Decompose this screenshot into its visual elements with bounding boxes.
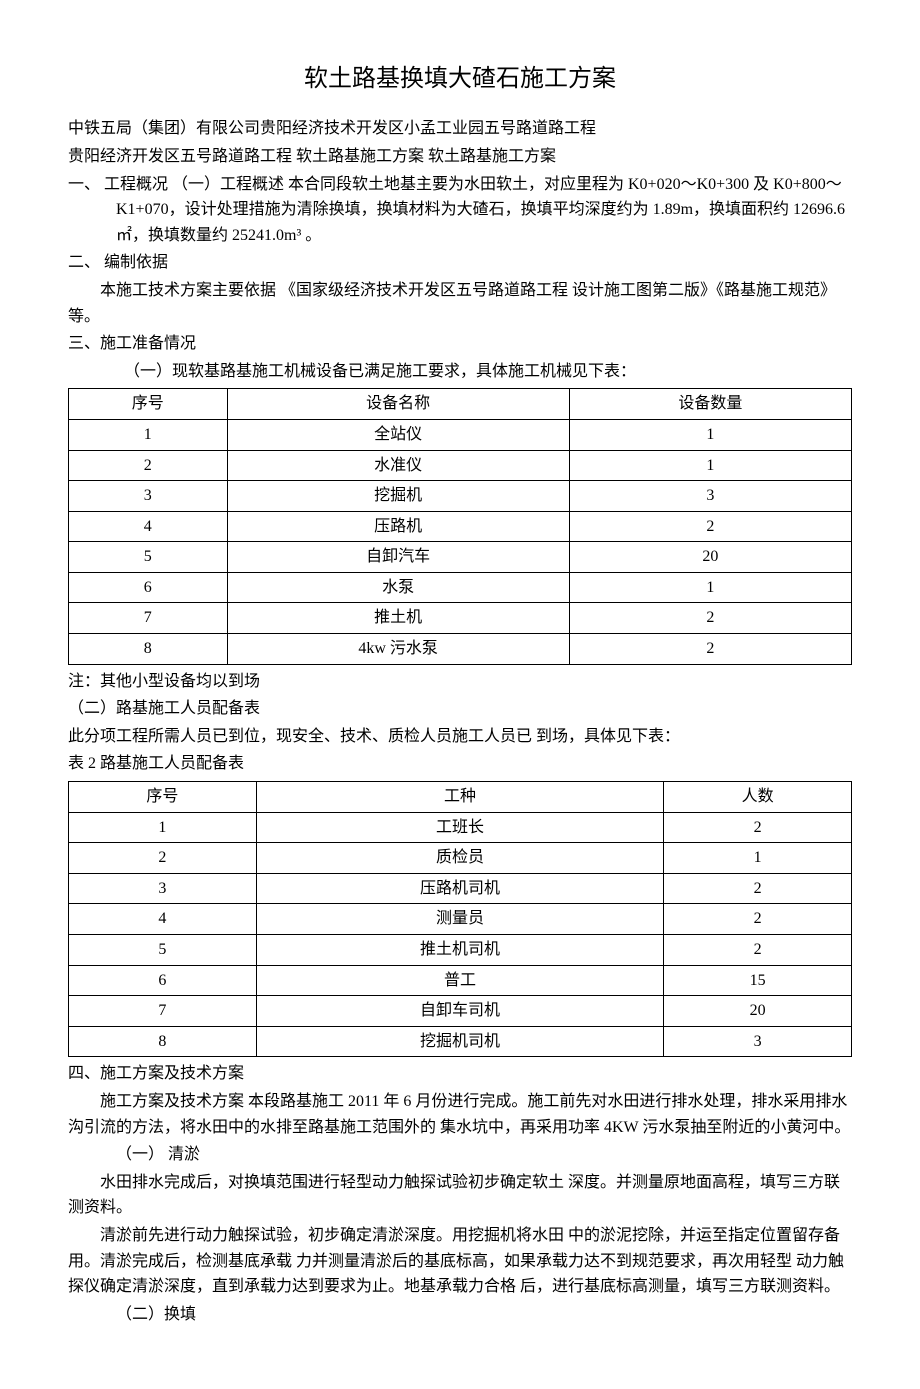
table-cell: 4 (69, 511, 228, 542)
table1-note: 注：其他小型设备均以到场 (68, 669, 852, 695)
document-title: 软土路基换填大碴石施工方案 (68, 60, 852, 98)
table-cell: 全站仪 (227, 419, 569, 450)
table-cell: 8 (69, 634, 228, 665)
section-3-sub2-body: 此分项工程所需人员已到位，现安全、技术、质检人员施工人员已 到场，具体见下表： (68, 724, 852, 750)
table-row: 4压路机2 (69, 511, 852, 542)
table-row: 5自卸汽车20 (69, 542, 852, 573)
table-cell: 测量员 (256, 904, 663, 935)
table-cell: 1 (69, 419, 228, 450)
table-cell: 水泵 (227, 572, 569, 603)
table-cell: 7 (69, 603, 228, 634)
table-cell: 2 (664, 904, 852, 935)
table-cell: 质检员 (256, 843, 663, 874)
table-cell: 5 (69, 542, 228, 573)
table-cell: 7 (69, 996, 257, 1027)
table-row: 8挖掘机司机3 (69, 1026, 852, 1057)
section-3-sub1: （一）现软基路基施工机械设备已满足施工要求，具体施工机械见下表： (68, 359, 852, 385)
table-header: 工种 (256, 782, 663, 813)
table-cell: 5 (69, 935, 257, 966)
table-header-row: 序号 设备名称 设备数量 (69, 389, 852, 420)
table-cell: 推土机 (227, 603, 569, 634)
section-4-heading: 四、施工方案及技术方案 (68, 1061, 852, 1087)
table-cell: 1 (69, 812, 257, 843)
table-cell: 压路机 (227, 511, 569, 542)
table-cell: 普工 (256, 965, 663, 996)
table-cell: 自卸汽车 (227, 542, 569, 573)
table-cell: 4 (69, 904, 257, 935)
table-cell: 4kw 污水泵 (227, 634, 569, 665)
table-cell: 工班长 (256, 812, 663, 843)
table-cell: 3 (664, 1026, 852, 1057)
table-cell: 2 (664, 935, 852, 966)
table-cell: 水准仪 (227, 450, 569, 481)
table-cell: 6 (69, 572, 228, 603)
section-4-sub2-heading: （二）换填 (68, 1302, 852, 1328)
table-row: 7自卸车司机20 (69, 996, 852, 1027)
table-header: 设备名称 (227, 389, 569, 420)
table-row: 4测量员2 (69, 904, 852, 935)
table-cell: 1 (569, 450, 851, 481)
table-row: 1全站仪1 (69, 419, 852, 450)
table-row: 3压路机司机2 (69, 873, 852, 904)
table-cell: 2 (664, 873, 852, 904)
personnel-table: 序号 工种 人数 1工班长2 2质检员1 3压路机司机2 4测量员2 5推土机司… (68, 781, 852, 1057)
table-row: 5推土机司机2 (69, 935, 852, 966)
table-cell: 2 (664, 812, 852, 843)
table-cell: 1 (664, 843, 852, 874)
table-cell: 3 (69, 481, 228, 512)
table-cell: 20 (664, 996, 852, 1027)
table-cell: 8 (69, 1026, 257, 1057)
table-cell: 挖掘机司机 (256, 1026, 663, 1057)
table-row: 6普工15 (69, 965, 852, 996)
table-header: 人数 (664, 782, 852, 813)
section-2-heading: 二、 编制依据 (68, 250, 852, 276)
table-cell: 1 (569, 419, 851, 450)
table-row: 6水泵1 (69, 572, 852, 603)
subtitle-line-2: 贵阳经济开发区五号路道路工程 软土路基施工方案 软土路基施工方案 (68, 144, 852, 170)
table-cell: 6 (69, 965, 257, 996)
table-row: 3挖掘机3 (69, 481, 852, 512)
table-cell: 2 (69, 843, 257, 874)
table-cell: 2 (569, 634, 851, 665)
table-cell: 2 (69, 450, 228, 481)
section-3-sub2: （二）路基施工人员配备表 (68, 696, 852, 722)
section-4-sub1-p1: 水田排水完成后，对换填范围进行轻型动力触探试验初步确定软土 深度。并测量原地面高… (68, 1170, 852, 1221)
table-header: 序号 (69, 389, 228, 420)
section-4-p1: 施工方案及技术方案 本段路基施工 2011 年 6 月份进行完成。施工前先对水田… (68, 1089, 852, 1140)
table2-caption: 表 2 路基施工人员配备表 (68, 751, 852, 777)
table-row: 84kw 污水泵2 (69, 634, 852, 665)
table-row: 1工班长2 (69, 812, 852, 843)
section-4-sub1-heading: （一） 清淤 (68, 1142, 852, 1168)
table-cell: 20 (569, 542, 851, 573)
section-3-heading: 三、施工准备情况 (68, 331, 852, 357)
table-cell: 推土机司机 (256, 935, 663, 966)
section-1: 一、 工程概况 （一）工程概述 本合同段软土地基主要为水田软土，对应里程为 K0… (68, 172, 852, 249)
table-header: 序号 (69, 782, 257, 813)
table-row: 2水准仪1 (69, 450, 852, 481)
table-row: 2质检员1 (69, 843, 852, 874)
table-cell: 2 (569, 603, 851, 634)
table-header-row: 序号 工种 人数 (69, 782, 852, 813)
table-row: 7推土机2 (69, 603, 852, 634)
table-cell: 2 (569, 511, 851, 542)
table-cell: 1 (569, 572, 851, 603)
table-cell: 3 (69, 873, 257, 904)
table-cell: 挖掘机 (227, 481, 569, 512)
table-header: 设备数量 (569, 389, 851, 420)
table-cell: 15 (664, 965, 852, 996)
section-2-body: 本施工技术方案主要依据 《国家级经济技术开发区五号路道路工程 设计施工图第二版》… (68, 278, 852, 329)
table-cell: 3 (569, 481, 851, 512)
table-cell: 自卸车司机 (256, 996, 663, 1027)
section-4-sub1-p2: 清淤前先进行动力触探试验，初步确定清淤深度。用挖掘机将水田 中的淤泥挖除，并运至… (68, 1223, 852, 1300)
subtitle-line-1: 中铁五局（集团）有限公司贵阳经济技术开发区小孟工业园五号路道路工程 (68, 116, 852, 142)
table-cell: 压路机司机 (256, 873, 663, 904)
equipment-table: 序号 设备名称 设备数量 1全站仪1 2水准仪1 3挖掘机3 4压路机2 5自卸… (68, 388, 852, 664)
